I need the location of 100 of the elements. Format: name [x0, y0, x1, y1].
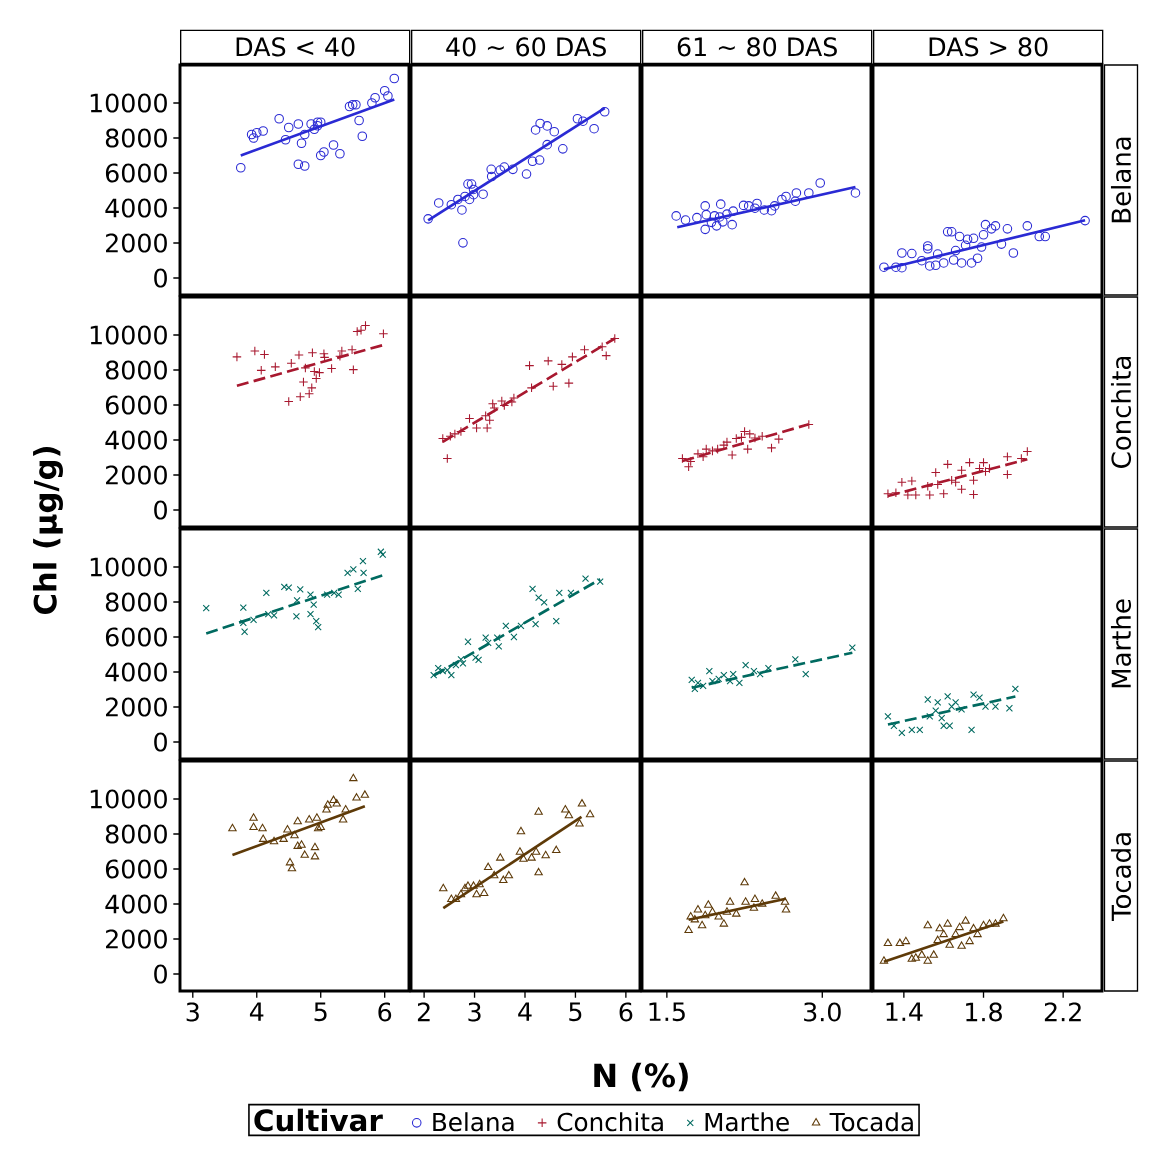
point [781, 904, 791, 913]
point [307, 347, 318, 358]
point [916, 255, 927, 266]
point [314, 623, 322, 631]
point [329, 795, 338, 804]
point [968, 233, 979, 244]
point [1016, 453, 1027, 464]
point [290, 830, 299, 839]
point [319, 147, 329, 157]
chart-title: 40 ~ 60 DAS [446, 37, 606, 57]
point [948, 255, 959, 265]
point [996, 239, 1007, 249]
point [986, 224, 997, 234]
point [680, 215, 691, 225]
point [367, 98, 377, 108]
point [884, 712, 892, 721]
point [466, 179, 477, 189]
point [727, 219, 737, 230]
point [815, 178, 826, 188]
point [486, 164, 497, 175]
point [985, 919, 994, 927]
point [299, 161, 310, 171]
point [530, 125, 541, 135]
point [527, 156, 538, 167]
y2-axis-title: Conchita [1110, 357, 1132, 468]
point [564, 378, 574, 388]
point [879, 262, 889, 272]
point [306, 610, 315, 618]
point [451, 894, 461, 902]
point [309, 124, 320, 135]
point [923, 956, 932, 964]
point [897, 477, 907, 488]
point [589, 123, 599, 134]
x-tick-label: 5 [569, 1002, 582, 1022]
point [548, 381, 559, 392]
y2-axis-title: Tocada [1110, 833, 1132, 922]
point [722, 209, 732, 219]
point [502, 622, 510, 630]
point [300, 850, 309, 858]
y-tick-label: 6000 [105, 395, 167, 415]
point [938, 714, 946, 722]
point [684, 925, 693, 934]
point [1034, 231, 1045, 242]
point [457, 205, 467, 215]
point [460, 883, 470, 892]
point [958, 705, 966, 714]
point [458, 238, 468, 248]
point [322, 805, 331, 813]
point [489, 403, 500, 413]
y-tick-label: 8000 [105, 824, 167, 844]
point [757, 899, 767, 907]
point [442, 453, 453, 464]
point [752, 198, 762, 209]
point [379, 85, 390, 96]
point [359, 557, 367, 565]
point [344, 569, 352, 577]
point [926, 712, 934, 721]
point [700, 224, 711, 235]
point [850, 188, 861, 198]
point [732, 909, 741, 917]
point [567, 589, 575, 597]
point [493, 633, 501, 642]
point [246, 129, 257, 140]
point [499, 162, 510, 172]
point [349, 565, 357, 573]
point [930, 467, 941, 478]
point [296, 585, 304, 593]
point [691, 685, 699, 693]
chart-title: DAS < 40 [236, 37, 355, 57]
point [939, 929, 948, 938]
point [482, 633, 490, 642]
point [697, 920, 707, 929]
point [952, 698, 960, 706]
point [907, 476, 917, 486]
point [719, 919, 729, 927]
point [578, 116, 588, 127]
point [453, 194, 463, 205]
y-tick-label: 10000 [90, 93, 167, 113]
point [938, 488, 949, 499]
point [495, 642, 503, 651]
point [965, 936, 974, 945]
point [932, 479, 943, 490]
point [567, 352, 578, 362]
point [700, 910, 710, 919]
point [279, 834, 288, 842]
point [742, 444, 753, 454]
point [532, 620, 540, 628]
point [304, 815, 314, 823]
point [1002, 224, 1013, 234]
point [370, 92, 380, 103]
point [486, 171, 497, 182]
point [769, 201, 780, 211]
point [907, 248, 917, 259]
legend-label: Conchita [557, 1112, 663, 1132]
y-tick-label: 0 [154, 732, 167, 752]
point [468, 184, 479, 195]
point [534, 807, 543, 815]
point [759, 205, 770, 215]
x-tick-label: 3 [186, 1002, 199, 1022]
y-axis-title: Chl (µg/g) [33, 447, 63, 615]
